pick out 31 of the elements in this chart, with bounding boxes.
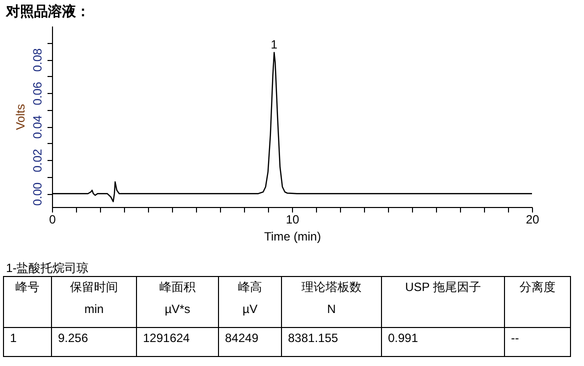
- y-tick-label: 0.06: [30, 82, 44, 106]
- text: 9.256: [52, 328, 136, 356]
- text: 8381.155: [282, 328, 382, 356]
- text: USP 拖尾因子: [404, 279, 482, 296]
- text: 1291624: [136, 328, 218, 356]
- x-tick-label: 0: [49, 212, 56, 226]
- text: 峰号: [14, 279, 40, 296]
- x-tick-label: 20: [526, 212, 540, 226]
- text: 峰高: [237, 279, 263, 296]
- text: 保留时间: [69, 279, 119, 296]
- y-tick-label: 0.00: [30, 182, 44, 206]
- x-tick-label: 10: [286, 212, 300, 226]
- text: 峰面积: [158, 279, 196, 296]
- annotation: 1: [270, 37, 278, 52]
- y-tick-label: 0.08: [30, 48, 44, 72]
- text: µV: [242, 302, 258, 316]
- text: µV*s: [164, 302, 192, 316]
- text: 理论塔板数: [300, 279, 362, 296]
- text: 1-盐酸托烷司琼: [6, 260, 89, 277]
- text: 分离度: [518, 279, 556, 296]
- text: 84249: [218, 328, 282, 356]
- text: N: [326, 302, 337, 316]
- text: 1: [4, 328, 52, 356]
- text: min: [83, 302, 105, 316]
- text: --: [504, 328, 570, 356]
- y-axis-title: Volts: [14, 104, 28, 130]
- chart-title: 对照品溶液：: [6, 3, 90, 21]
- y-tick-label: 0.02: [30, 148, 44, 172]
- y-tick-label: 0.04: [30, 115, 44, 139]
- text: 0.991: [382, 328, 504, 356]
- x-axis-title: Time (min): [264, 230, 321, 244]
